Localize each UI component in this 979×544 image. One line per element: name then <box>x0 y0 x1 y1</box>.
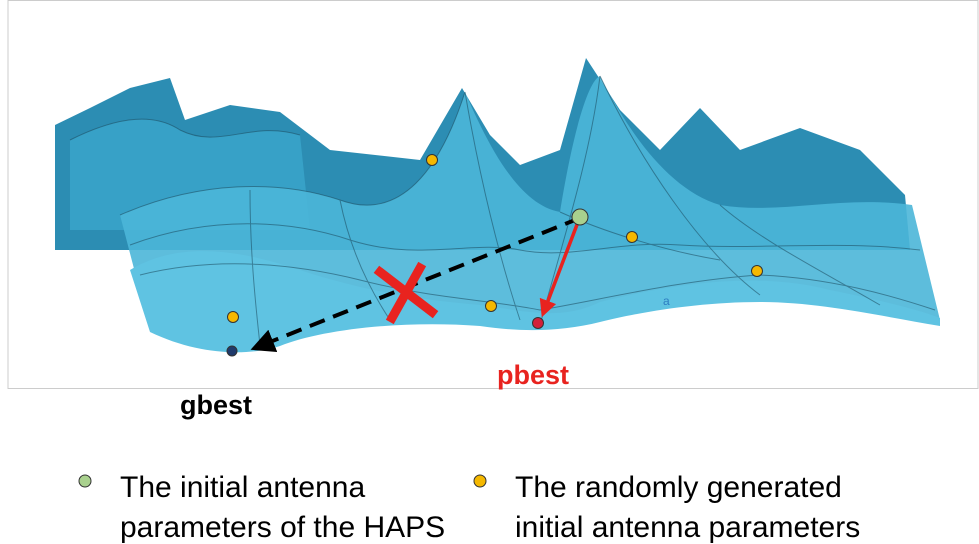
pbest-arrow <box>539 221 580 318</box>
pbest-point <box>532 317 544 329</box>
random-point <box>751 265 763 277</box>
surface-mark: a <box>663 294 670 308</box>
gbest-point <box>226 345 238 357</box>
random-point <box>227 311 239 323</box>
random-point <box>626 231 638 243</box>
gbest-label: gbest <box>180 390 252 420</box>
legend-text: The initial antenna <box>120 471 365 504</box>
points <box>226 154 763 357</box>
random-point <box>426 154 438 166</box>
legend-text: parameters of the HAPS <box>120 511 445 544</box>
random-point <box>485 300 497 312</box>
surface <box>55 58 940 353</box>
initial-point <box>571 208 589 226</box>
legend-text: The randomly generated <box>515 471 842 504</box>
cross-mark <box>373 261 439 325</box>
legend-text: initial antenna parameters <box>515 511 860 544</box>
legend-marker <box>78 474 92 488</box>
pbest-label: pbest <box>497 360 569 390</box>
dashed-arrow <box>250 216 581 353</box>
legend-marker <box>473 474 487 488</box>
